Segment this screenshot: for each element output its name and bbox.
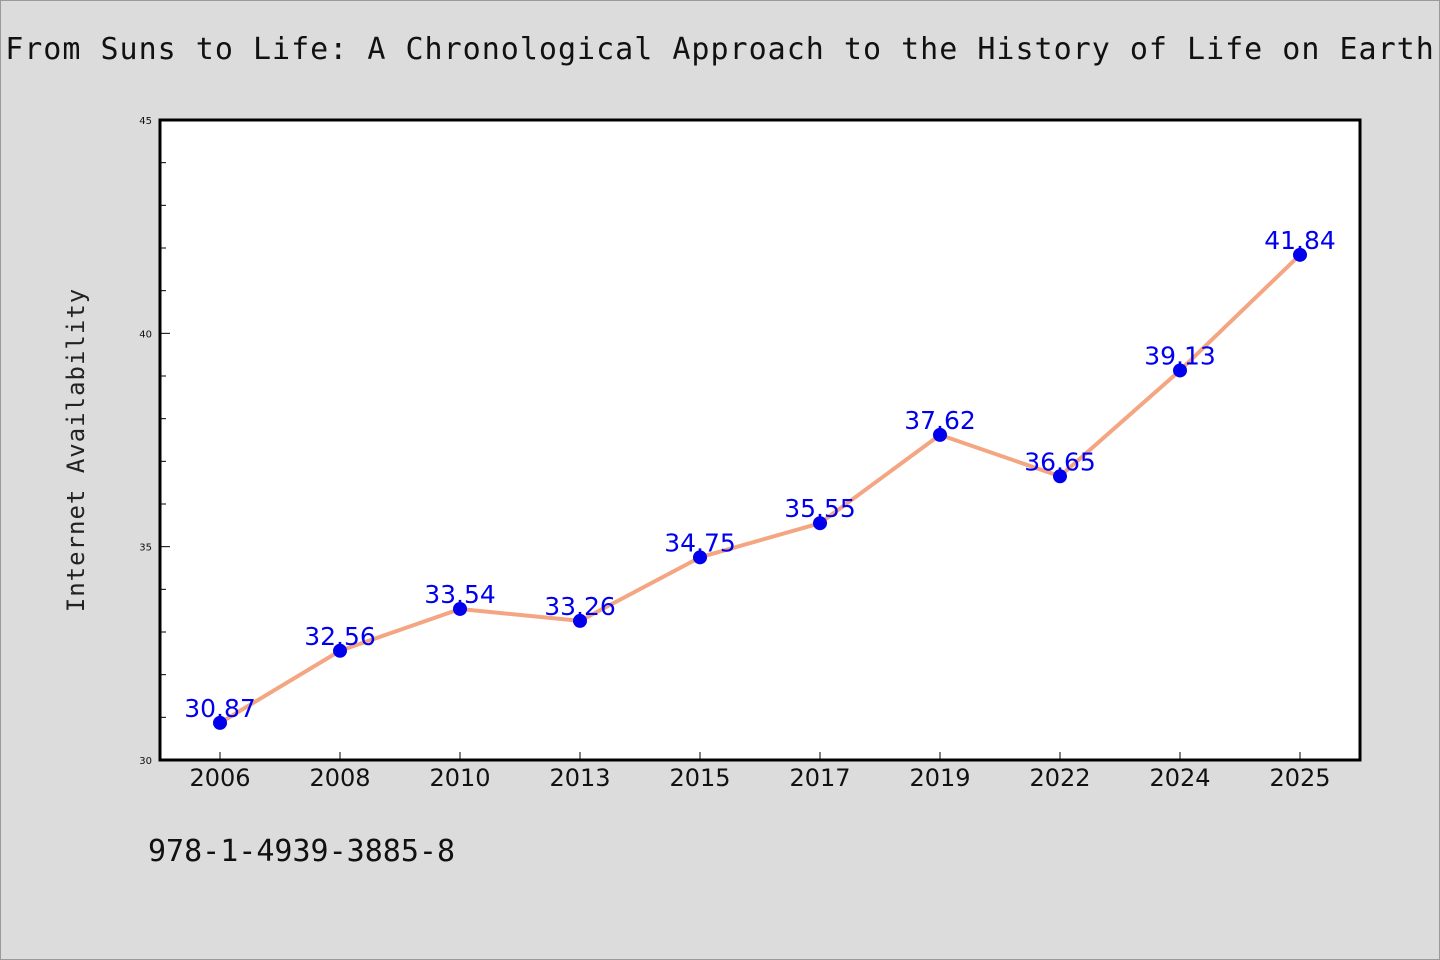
x-tick-label: 2010 bbox=[429, 764, 490, 792]
data-label: 39.13 bbox=[1144, 341, 1216, 370]
data-point bbox=[813, 516, 827, 531]
y-tick-label: 40 bbox=[139, 329, 152, 340]
data-label: 35.55 bbox=[784, 494, 856, 523]
isbn-footer: 978-1-4939-3885-8 bbox=[148, 834, 456, 869]
data-label: 34.75 bbox=[664, 528, 736, 557]
data-label: 32.56 bbox=[304, 622, 376, 651]
y-tick-label: 45 bbox=[139, 116, 152, 127]
y-tick-label: 30 bbox=[139, 756, 152, 767]
data-label: 33.26 bbox=[544, 592, 616, 621]
x-tick-label: 2008 bbox=[309, 764, 370, 792]
x-tick-label: 2006 bbox=[189, 764, 250, 792]
series-line bbox=[218, 252, 1302, 725]
data-point bbox=[1293, 247, 1307, 262]
data-label: 41.84 bbox=[1264, 226, 1336, 255]
data-point bbox=[453, 601, 467, 616]
y-axis-title: Internet Availability bbox=[62, 288, 90, 612]
data-point bbox=[693, 550, 707, 565]
x-tick-label: 2017 bbox=[789, 764, 850, 792]
data-point bbox=[1053, 469, 1067, 484]
y-tick-label: 35 bbox=[139, 543, 152, 554]
x-axis: 2006 2008 2010 2013 2015 2017 2019 2022 2024 2025 bbox=[189, 752, 1331, 792]
data-point bbox=[933, 427, 947, 442]
x-tick-label: 2025 bbox=[1269, 764, 1330, 792]
y-axis: 30 35 40 45 bbox=[139, 116, 170, 767]
data-point bbox=[573, 613, 587, 628]
x-tick-label: 2022 bbox=[1029, 764, 1090, 792]
data-labels: 30.87 32.56 33.54 33.26 34.75 35.55 37.62 36.65… bbox=[184, 226, 1336, 723]
data-label: 30.87 bbox=[184, 694, 256, 723]
data-label: 33.54 bbox=[424, 580, 496, 609]
data-label: 37.62 bbox=[904, 406, 976, 435]
data-point bbox=[213, 715, 227, 730]
x-tick-label: 2024 bbox=[1149, 764, 1210, 792]
x-tick-label: 2015 bbox=[669, 764, 730, 792]
data-point bbox=[1173, 363, 1187, 378]
x-tick-label: 2019 bbox=[909, 764, 970, 792]
chart-title: From Suns to Life: A Chronological Appro… bbox=[5, 32, 1435, 67]
data-markers bbox=[213, 247, 1307, 730]
data-label: 36.65 bbox=[1024, 447, 1096, 476]
data-point bbox=[333, 643, 347, 658]
plot-area bbox=[158, 118, 1362, 762]
x-tick-label: 2013 bbox=[549, 764, 610, 792]
